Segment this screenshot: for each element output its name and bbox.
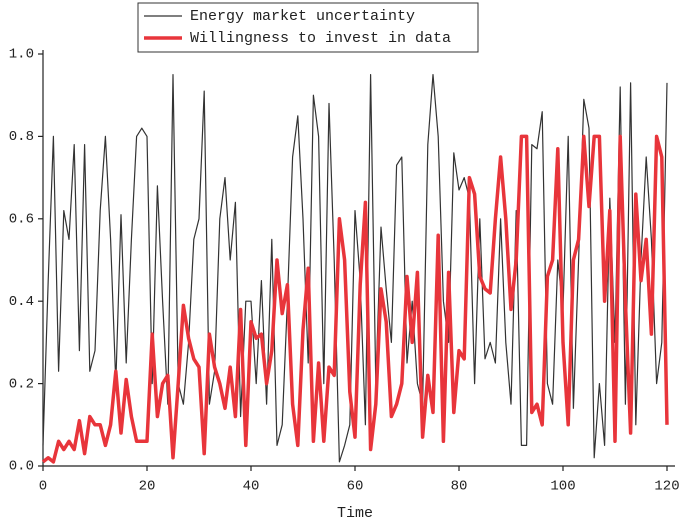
y-tick-label: 0.0	[9, 459, 34, 475]
y-tick-label: 0.2	[9, 376, 34, 392]
legend-label: Willingness to invest in data	[190, 30, 451, 47]
x-tick-label: 40	[243, 479, 260, 495]
x-tick-label: 100	[550, 479, 575, 495]
y-tick-label: 1.0	[9, 47, 34, 63]
legend-label: Energy market uncertainty	[190, 8, 415, 25]
x-tick-label: 80	[451, 479, 468, 495]
x-tick-label: 0	[39, 479, 47, 495]
x-tick-label: 20	[139, 479, 156, 495]
y-tick-label: 0.6	[9, 212, 34, 228]
x-tick-label: 60	[347, 479, 364, 495]
series-line	[41, 134, 669, 464]
x-tick-label: 120	[654, 479, 679, 495]
y-tick-label: 0.4	[9, 294, 34, 310]
legend-box	[137, 2, 479, 53]
y-tick-label: 0.8	[9, 129, 34, 145]
x-axis-label: Time	[337, 505, 373, 522]
